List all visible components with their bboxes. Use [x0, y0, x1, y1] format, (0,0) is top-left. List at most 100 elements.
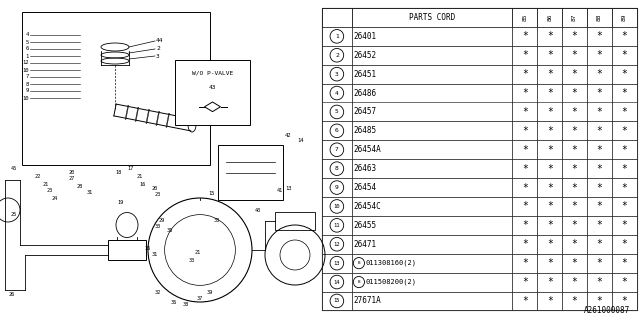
Text: 45: 45 [11, 165, 17, 171]
Bar [108, 240, 146, 260]
Bar [612, 178, 637, 197]
Text: *: * [572, 202, 577, 212]
Bar [612, 84, 637, 102]
Text: 1: 1 [26, 53, 29, 59]
Bar [352, 102, 513, 121]
Text: 19: 19 [117, 199, 123, 204]
Text: *: * [547, 258, 553, 268]
Text: *: * [572, 69, 577, 79]
Text: 7: 7 [26, 75, 29, 79]
Text: 36: 36 [171, 300, 177, 305]
Bar [562, 8, 587, 27]
Text: *: * [522, 220, 528, 230]
Text: 26454: 26454 [354, 183, 377, 192]
Bar [513, 178, 538, 197]
Bar [352, 235, 513, 254]
Bar [513, 273, 538, 292]
Text: *: * [621, 258, 627, 268]
Text: 33: 33 [189, 258, 195, 262]
Text: *: * [596, 164, 602, 174]
Text: *: * [522, 31, 528, 41]
Text: 20: 20 [69, 170, 75, 174]
Text: *: * [572, 88, 577, 98]
Bar [513, 46, 538, 65]
Bar [352, 65, 513, 84]
Bar [612, 216, 637, 235]
Text: 32: 32 [155, 290, 161, 294]
Bar [322, 140, 352, 159]
Bar [612, 159, 637, 178]
Bar [538, 8, 562, 27]
Bar [322, 292, 352, 310]
Text: *: * [621, 107, 627, 117]
Text: 26463: 26463 [354, 164, 377, 173]
Text: 14: 14 [297, 138, 303, 143]
Text: *: * [596, 126, 602, 136]
Bar [612, 292, 637, 310]
Text: 29: 29 [159, 218, 165, 222]
Text: *: * [572, 50, 577, 60]
Text: 2: 2 [156, 46, 160, 52]
Text: 26452: 26452 [354, 51, 377, 60]
Text: *: * [547, 145, 553, 155]
Bar [587, 216, 612, 235]
Bar [538, 292, 562, 310]
Bar [275, 212, 315, 230]
Text: 5: 5 [335, 109, 339, 115]
Text: 87: 87 [572, 14, 577, 21]
Bar [352, 216, 513, 235]
Bar [538, 84, 562, 102]
Text: *: * [547, 164, 553, 174]
Bar [538, 235, 562, 254]
Bar [587, 140, 612, 159]
Bar [322, 273, 352, 292]
Bar [562, 292, 587, 310]
Text: 15: 15 [333, 299, 340, 303]
Text: 41: 41 [277, 188, 283, 193]
Text: *: * [522, 107, 528, 117]
Text: *: * [621, 277, 627, 287]
Text: 43: 43 [209, 85, 216, 90]
Text: *: * [522, 202, 528, 212]
Bar [218, 145, 283, 200]
Text: 12: 12 [333, 242, 340, 247]
Bar [322, 254, 352, 273]
Text: *: * [522, 258, 528, 268]
Bar [587, 159, 612, 178]
Bar [538, 121, 562, 140]
Text: 13: 13 [285, 186, 291, 191]
Text: *: * [547, 31, 553, 41]
Text: 26401: 26401 [354, 32, 377, 41]
Text: 85: 85 [522, 14, 527, 21]
Text: 26454A: 26454A [354, 145, 381, 154]
Polygon shape [156, 111, 159, 125]
Bar [587, 254, 612, 273]
Bar [562, 178, 587, 197]
Text: 26485: 26485 [354, 126, 377, 135]
Text: 36: 36 [167, 228, 173, 233]
Bar [612, 65, 637, 84]
Bar [513, 235, 538, 254]
Bar [587, 178, 612, 197]
Text: *: * [596, 296, 602, 306]
Bar [562, 102, 587, 121]
Text: 86: 86 [547, 14, 552, 21]
Text: *: * [547, 277, 553, 287]
Bar [538, 216, 562, 235]
Bar [322, 65, 352, 84]
Bar [352, 197, 513, 216]
Text: *: * [522, 88, 528, 98]
Text: *: * [572, 258, 577, 268]
Bar [587, 235, 612, 254]
Text: PARTS CORD: PARTS CORD [409, 13, 455, 22]
Text: 36: 36 [145, 245, 151, 251]
Polygon shape [125, 105, 129, 119]
Text: 89: 89 [622, 14, 627, 21]
Bar [587, 102, 612, 121]
Bar [587, 84, 612, 102]
Text: *: * [547, 239, 553, 249]
Text: *: * [547, 296, 553, 306]
Text: *: * [621, 202, 627, 212]
Text: 20: 20 [152, 186, 158, 190]
Bar [513, 27, 538, 46]
